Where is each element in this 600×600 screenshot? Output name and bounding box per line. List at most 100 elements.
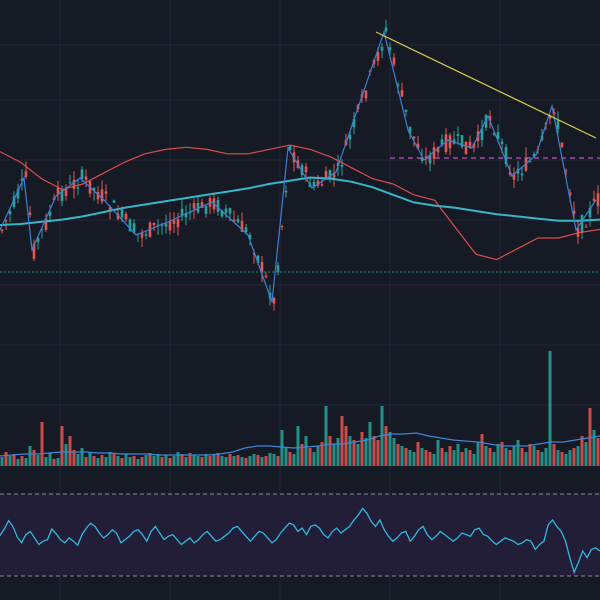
candle-body [196, 203, 200, 213]
volume-bar [592, 430, 596, 466]
volume-bar [240, 457, 244, 466]
volume-panel[interactable] [0, 351, 600, 466]
candle-body [468, 141, 472, 148]
candle-body [460, 135, 464, 147]
volume-bar [512, 446, 516, 466]
volume-bar [576, 446, 580, 466]
volume-bar [508, 450, 512, 466]
volume-bar [444, 452, 448, 466]
volume-bar [452, 450, 456, 466]
candle-body [20, 178, 24, 181]
volume-bar [164, 455, 168, 466]
candle-body [132, 223, 136, 233]
volume-bar [256, 455, 260, 466]
volume-bar [220, 456, 224, 466]
volume-bar [428, 452, 432, 466]
volume-bar [176, 452, 180, 466]
volume-bar [132, 456, 136, 466]
volume-bar [300, 444, 304, 466]
volume-bar [20, 456, 24, 466]
volume-bar [128, 457, 132, 466]
candle-body [584, 226, 588, 228]
candle-body [420, 157, 424, 161]
volume-bar [572, 448, 576, 466]
volume-bar [280, 430, 284, 466]
volume-bar [372, 436, 376, 466]
volume-bar [88, 453, 92, 466]
volume-bar [232, 456, 236, 466]
rsi-panel[interactable] [0, 493, 600, 577]
volume-bar [148, 453, 152, 466]
price-panel[interactable] [0, 19, 600, 311]
volume-bar [140, 457, 144, 466]
volume-bar [120, 458, 124, 466]
candle-body [588, 208, 592, 218]
rsi-band [0, 494, 600, 576]
candle-body [280, 226, 284, 228]
candle-body [204, 205, 208, 214]
volume-bar [496, 444, 500, 466]
volume-bar [268, 453, 272, 466]
candle-body [332, 173, 336, 178]
volume-bar [316, 446, 320, 466]
volume-bar [184, 457, 188, 466]
candle-body [28, 212, 32, 215]
candle-body [568, 192, 572, 196]
candle-body [572, 210, 576, 214]
candle-body [380, 46, 384, 51]
volume-bar [568, 450, 572, 466]
volume-bar [472, 454, 476, 466]
volume-bar [192, 455, 196, 466]
candle-body [8, 211, 12, 215]
volume-bar [44, 457, 48, 466]
candle-body [436, 147, 440, 153]
candle-body [288, 145, 292, 150]
volume-bar [544, 448, 548, 466]
candle-body [412, 136, 416, 139]
volume-bar [236, 455, 240, 466]
candle-body [0, 229, 4, 232]
candle-body [348, 134, 352, 140]
volume-bar [368, 422, 372, 466]
candle-body [284, 190, 288, 193]
candle-body [340, 164, 344, 167]
candle-body [532, 154, 536, 156]
volume-bar [204, 454, 208, 466]
volume-bar [484, 446, 488, 466]
volume-bar [356, 444, 360, 466]
candle-body [36, 237, 40, 242]
candle-body [484, 115, 488, 128]
candle-body [140, 232, 144, 238]
candle-body [520, 173, 524, 176]
candle-body [500, 141, 504, 144]
candle-body [408, 126, 412, 135]
candles [0, 19, 600, 311]
candle-body [60, 189, 64, 202]
candle-body [492, 133, 496, 135]
volume-bar [144, 455, 148, 466]
volume-bar [116, 456, 120, 466]
candle-body [256, 255, 260, 263]
resistance-trendline [375, 31, 597, 139]
candle-body [24, 171, 28, 177]
candle-body [12, 196, 16, 207]
candle-body [232, 219, 236, 222]
volume-bar [376, 440, 380, 466]
volume-bar [208, 456, 212, 466]
candle-body [192, 203, 196, 209]
volume-bar [188, 453, 192, 466]
volume-bar [28, 446, 32, 466]
candle-body [180, 208, 184, 216]
candle-body [312, 181, 316, 188]
volume-bar [16, 459, 20, 466]
volume-bar [244, 458, 248, 466]
candle-body [244, 227, 248, 232]
volume-bar [24, 458, 28, 466]
candle-body [224, 208, 228, 213]
candle-body [328, 170, 332, 180]
candle-body [580, 215, 584, 233]
volume-bar [296, 426, 300, 466]
volume-bar [40, 422, 44, 466]
volume-bar [392, 438, 396, 466]
